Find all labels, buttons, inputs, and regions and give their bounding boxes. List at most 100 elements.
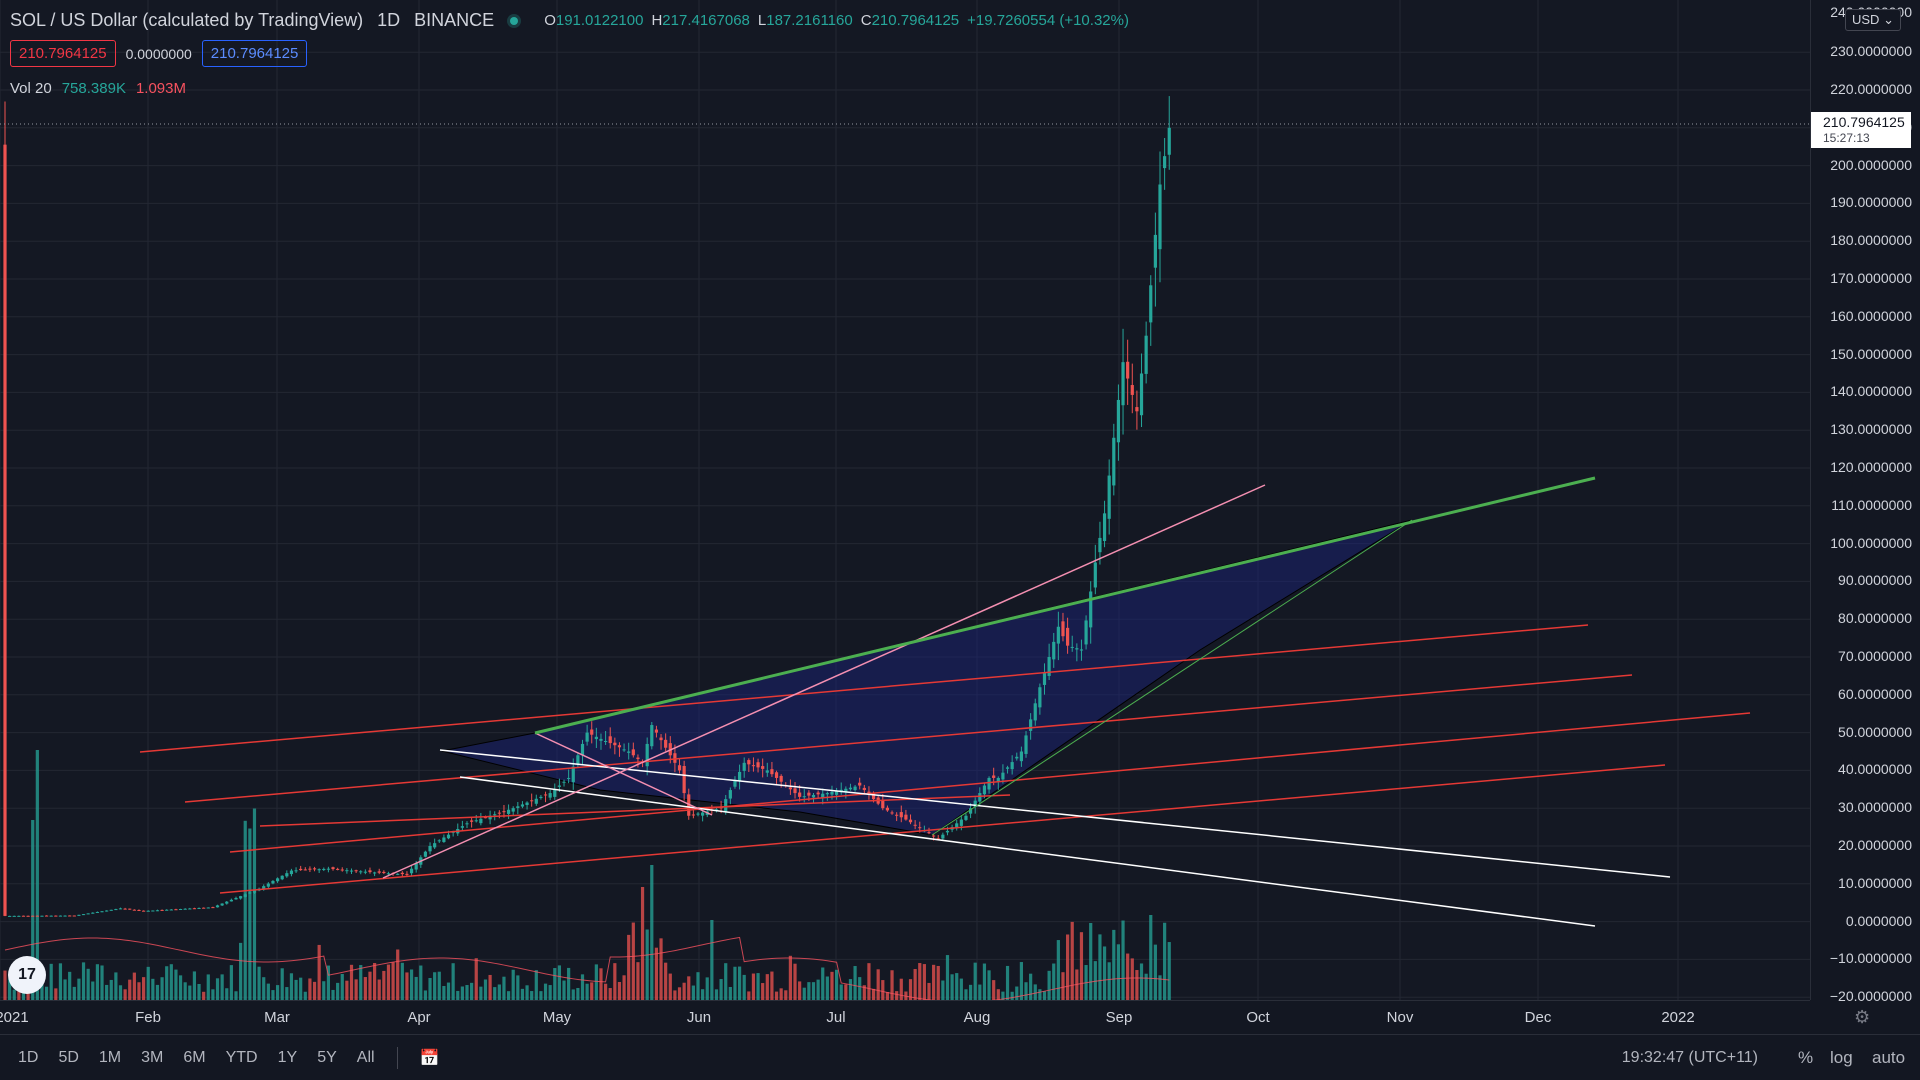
candle-body [326, 868, 330, 870]
candle-body [54, 915, 58, 917]
volume-bar [922, 964, 926, 1000]
price-axis[interactable]: 240.0000000230.0000000220.0000000210.000… [1810, 0, 1920, 1004]
candle-body [811, 794, 816, 798]
currency-button[interactable]: USD ⌄ [1845, 9, 1901, 31]
volume-bar [105, 984, 109, 1000]
trend-line [931, 519, 1413, 836]
volume-bar [169, 964, 173, 1000]
volume-bar [677, 987, 682, 1000]
candle-body [289, 870, 294, 875]
bid-price-box[interactable]: 210.7964125 [10, 40, 116, 67]
volume-bar [756, 973, 760, 1000]
candle-body [483, 817, 488, 819]
volume-bar [225, 988, 229, 1000]
volume-bar [72, 986, 76, 1000]
candle-body [737, 771, 742, 782]
trend-line [259, 794, 1011, 827]
interval-label[interactable]: 1D [377, 10, 401, 30]
candle-body [377, 871, 381, 873]
candle-body [409, 868, 414, 874]
last-price-label: 210.7964125 15:27:13 [1811, 112, 1911, 148]
candle-body [1056, 626, 1060, 644]
volume-bar [567, 967, 571, 1000]
candle-body [1019, 751, 1023, 762]
candle-body [821, 793, 825, 798]
volume-bar [636, 962, 640, 1000]
range-all-button[interactable]: All [356, 1048, 375, 1066]
volume-bar [31, 820, 35, 1000]
candle-body [17, 915, 21, 917]
volume-bar [206, 974, 210, 1000]
candle-body [1112, 437, 1116, 486]
candle-body [571, 766, 575, 783]
volume-bar [682, 982, 686, 1000]
ask-price-box[interactable]: 210.7964125 [201, 40, 308, 67]
candle-body [1135, 407, 1139, 412]
time-tick: Jun [686, 1009, 712, 1026]
time-tick: Aug [963, 1009, 991, 1026]
volume-bar [793, 963, 797, 1000]
candle-body [1061, 621, 1065, 637]
candle-body [520, 804, 525, 807]
series-legend: SOL / US Dollar (calculated by TradingVi… [10, 10, 1137, 31]
candle-body [1010, 762, 1014, 770]
calendar-icon[interactable]: 📅 [419, 1049, 440, 1067]
candle-body [437, 840, 441, 842]
candle-body [534, 798, 538, 804]
time-axis[interactable]: 2021 Feb Mar Apr May Jun Jul Aug Sep Oct Nov Dec 202… [0, 1000, 1810, 1034]
volume-bar [1112, 929, 1116, 1000]
candle-body [1130, 385, 1134, 395]
volume-bar [1126, 953, 1130, 1000]
candle-body [594, 736, 598, 740]
candle-body [567, 777, 571, 779]
range-6m-button[interactable]: 6M [183, 1048, 206, 1066]
price-tick: 190.0000000 [1830, 194, 1912, 211]
volume-bar [853, 966, 857, 1000]
log-scale-toggle[interactable]: log [1830, 1047, 1853, 1067]
volume-bar [871, 988, 876, 1000]
volume-bar [631, 922, 635, 1000]
auto-scale-toggle[interactable]: auto [1872, 1047, 1906, 1067]
volume-bar [848, 979, 853, 1000]
range-ytd-button[interactable]: YTD [225, 1048, 258, 1066]
volume-bar [49, 963, 53, 1000]
range-5d-button[interactable]: 5D [58, 1048, 79, 1066]
range-1y-button[interactable]: 1Y [277, 1048, 298, 1066]
candle-body [215, 905, 220, 908]
candle-body [77, 914, 81, 916]
volume-bar [691, 985, 695, 1000]
volume-bar [465, 985, 469, 1000]
volume-legend: Vol 20 758.389K 1.093M [10, 80, 186, 97]
candle-body [1144, 335, 1148, 374]
tradingview-logo-icon[interactable]: 17 [8, 956, 46, 994]
candle-body [400, 872, 404, 875]
candle-body [58, 915, 63, 917]
volume-indicator-label[interactable]: Vol 20 [10, 80, 52, 97]
percent-scale-toggle[interactable]: % [1798, 1047, 1814, 1067]
volume-bar [331, 989, 335, 1000]
volume-bar [405, 972, 409, 1000]
clock[interactable]: 19:32:47 (UTC+11) [1621, 1048, 1758, 1066]
candle-body [932, 835, 936, 837]
candle-body [354, 870, 358, 872]
range-3m-button[interactable]: 3M [141, 1048, 164, 1066]
gear-icon[interactable]: ⚙ [1854, 1007, 1871, 1027]
candle-body [285, 873, 289, 877]
volume-bar [502, 976, 506, 1000]
volume-bar [701, 989, 705, 1000]
volume-bar [63, 979, 67, 1000]
symbol-title[interactable]: SOL / US Dollar (calculated by TradingVi… [10, 10, 364, 30]
range-5y-button[interactable]: 5Y [317, 1048, 337, 1066]
range-1m-button[interactable]: 1M [98, 1048, 122, 1066]
candle-body [382, 871, 386, 873]
candle-body [613, 742, 617, 746]
volume-bar [446, 982, 451, 1000]
volume-bar [409, 969, 414, 1000]
volume-bar [987, 970, 991, 1000]
price-chart[interactable] [0, 0, 1810, 1000]
chart-pane[interactable] [0, 0, 1810, 1000]
candle-body [308, 868, 312, 870]
volume-bar [437, 971, 441, 1000]
range-1d-button[interactable]: 1D [18, 1048, 39, 1066]
ohlc-high: H217.4167068 [651, 12, 750, 29]
